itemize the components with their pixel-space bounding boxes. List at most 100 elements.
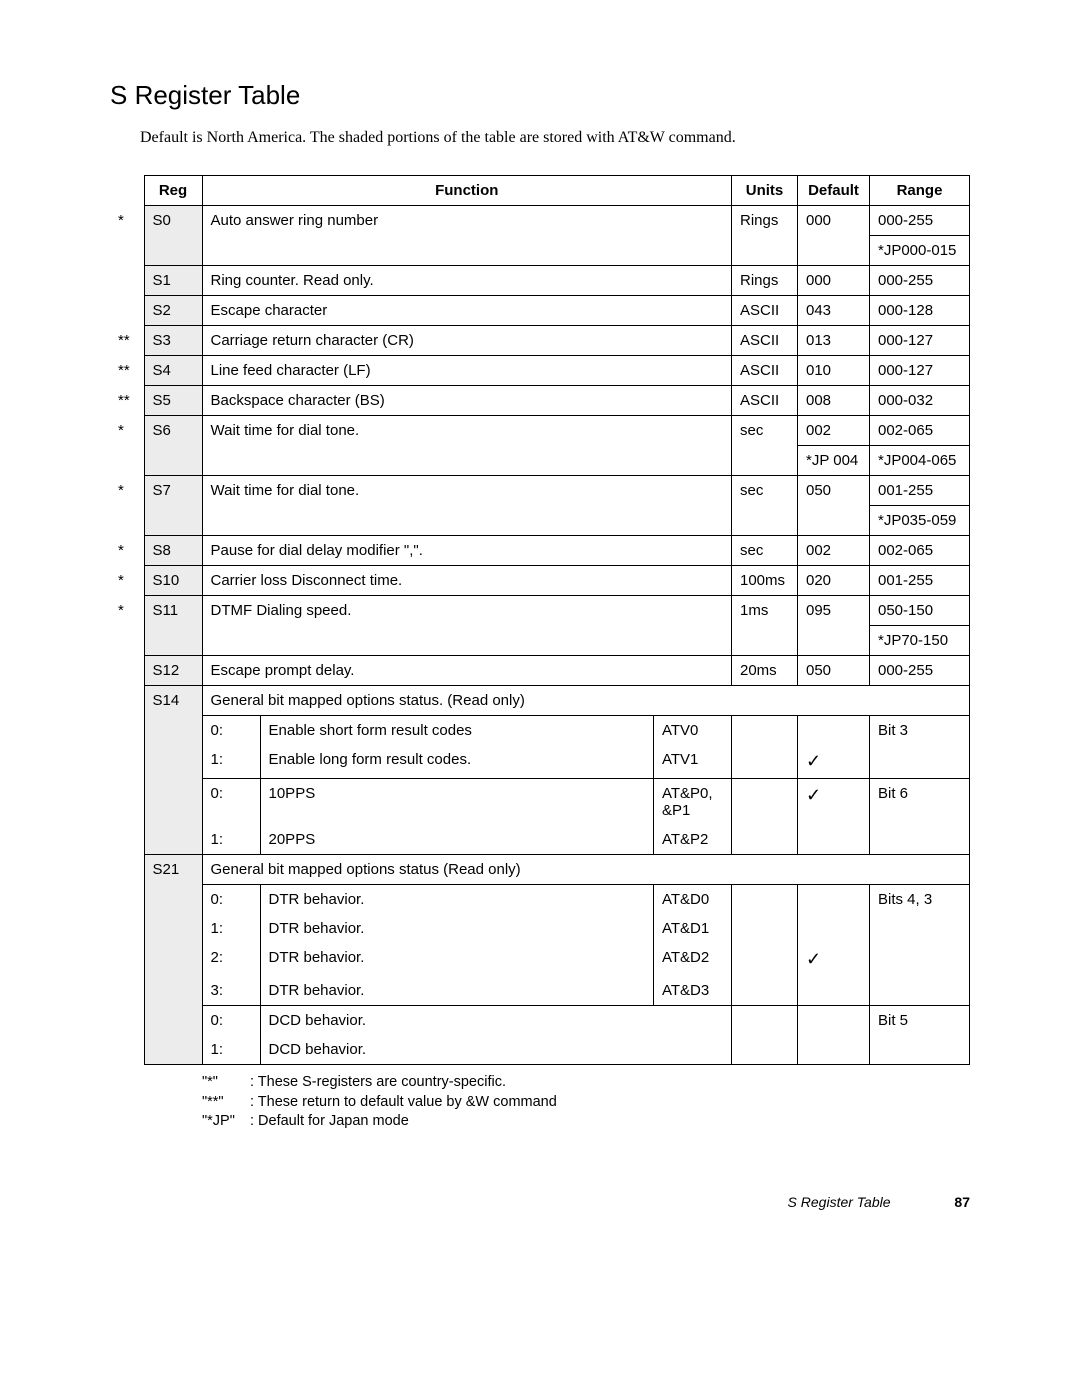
bit-desc: 10PPS: [260, 779, 653, 826]
default-cell: 002: [798, 416, 870, 446]
mark: [110, 266, 144, 296]
range-cell: 000-255: [870, 266, 970, 296]
bit-index: 1:: [202, 825, 260, 855]
default-cell: 002: [798, 536, 870, 566]
units-cell: 20ms: [732, 656, 798, 686]
s-register-table: Reg Function Units Default Range * S0 Au…: [110, 175, 970, 1065]
func-cell: Carriage return character (CR): [202, 326, 732, 356]
func-cell: Ring counter. Read only.: [202, 266, 732, 296]
bit-desc: DTR behavior.: [260, 976, 653, 1006]
func-cell: Backspace character (BS): [202, 386, 732, 416]
th-reg: Reg: [144, 176, 202, 206]
bit-cmd: ATV0: [653, 716, 731, 746]
default-cell: 020: [798, 566, 870, 596]
func-cell: Pause for dial delay modifier ",".: [202, 536, 732, 566]
bit-index: 0:: [202, 779, 260, 826]
default-cell: 000: [798, 206, 870, 236]
legend-key: "*JP": [202, 1112, 250, 1132]
bit-desc: DCD behavior.: [260, 1035, 653, 1065]
range-cell: 001-255: [870, 566, 970, 596]
units-cell: 1ms: [732, 596, 798, 626]
range-cell: 000-255: [870, 206, 970, 236]
range-cell: *JP004-065: [870, 446, 970, 476]
default-cell: *JP 004: [798, 446, 870, 476]
mark: [110, 296, 144, 326]
bit-index: 2:: [202, 943, 260, 976]
func-cell: General bit mapped options status. (Read…: [202, 686, 970, 716]
func-cell: General bit mapped options status (Read …: [202, 855, 970, 885]
reg-cell: S14: [144, 686, 202, 716]
reg-cell: S21: [144, 855, 202, 885]
bit-cmd: AT&D3: [653, 976, 731, 1006]
bit-cmd: AT&P2: [653, 825, 731, 855]
page-title: S Register Table: [110, 80, 970, 111]
mark: *: [110, 476, 144, 506]
reg-cell: S12: [144, 656, 202, 686]
mark: *: [110, 206, 144, 236]
bit-desc: Enable short form result codes: [260, 716, 653, 746]
bit-range: Bit 5: [870, 1006, 970, 1036]
units-cell: ASCII: [732, 296, 798, 326]
th-default: Default: [798, 176, 870, 206]
units-cell: ASCII: [732, 326, 798, 356]
legend-text: : Default for Japan mode: [250, 1112, 409, 1132]
bit-cmd: AT&P0, &P1: [653, 779, 731, 826]
page-footer: S Register Table 87: [110, 1194, 970, 1210]
reg-cell: S3: [144, 326, 202, 356]
bit-index: 1:: [202, 914, 260, 943]
reg-cell: S2: [144, 296, 202, 326]
legend-text: : These return to default value by &W co…: [250, 1093, 557, 1113]
func-cell: Escape prompt delay.: [202, 656, 732, 686]
intro-text: Default is North America. The shaded por…: [140, 129, 970, 147]
range-cell: 002-065: [870, 536, 970, 566]
reg-cell: S1: [144, 266, 202, 296]
th-units: Units: [732, 176, 798, 206]
range-cell: 000-255: [870, 656, 970, 686]
mark: *: [110, 536, 144, 566]
th-function: Function: [202, 176, 732, 206]
bit-index: 1:: [202, 1035, 260, 1065]
range-cell: *JP000-015: [870, 236, 970, 266]
units-cell: Rings: [732, 266, 798, 296]
default-cell: 013: [798, 326, 870, 356]
bit-desc: DTR behavior.: [260, 885, 653, 915]
bit-index: 0:: [202, 885, 260, 915]
range-cell: 000-128: [870, 296, 970, 326]
legend-key: "**": [202, 1093, 250, 1113]
reg-cell: S6: [144, 416, 202, 446]
func-cell: Wait time for dial tone.: [202, 416, 732, 446]
bit-desc: 20PPS: [260, 825, 653, 855]
default-cell: 043: [798, 296, 870, 326]
range-cell: *JP70-150: [870, 626, 970, 656]
range-cell: 000-032: [870, 386, 970, 416]
legend-key: "*": [202, 1073, 250, 1093]
mark: **: [110, 356, 144, 386]
units-cell: sec: [732, 416, 798, 446]
reg-cell: S0: [144, 206, 202, 236]
bit-desc: DTR behavior.: [260, 943, 653, 976]
range-cell: 000-127: [870, 356, 970, 386]
mark: *: [110, 566, 144, 596]
range-cell: 050-150: [870, 596, 970, 626]
reg-cell: S5: [144, 386, 202, 416]
bit-cmd: ATV1: [653, 745, 731, 779]
default-cell: 050: [798, 476, 870, 506]
bit-cmd: AT&D0: [653, 885, 731, 915]
bit-index: 0:: [202, 716, 260, 746]
default-cell: 050: [798, 656, 870, 686]
mark: **: [110, 386, 144, 416]
default-cell: 008: [798, 386, 870, 416]
reg-cell: S10: [144, 566, 202, 596]
mark: *: [110, 416, 144, 446]
default-cell: 095: [798, 596, 870, 626]
default-cell: 010: [798, 356, 870, 386]
units-cell: Rings: [732, 206, 798, 236]
reg-cell: S11: [144, 596, 202, 626]
units-cell: ASCII: [732, 386, 798, 416]
check-icon: ✓: [798, 779, 870, 826]
bit-range: Bit 6: [870, 779, 970, 826]
bit-cmd: AT&D2: [653, 943, 731, 976]
units-cell: sec: [732, 536, 798, 566]
reg-cell: S4: [144, 356, 202, 386]
func-cell: Escape character: [202, 296, 732, 326]
